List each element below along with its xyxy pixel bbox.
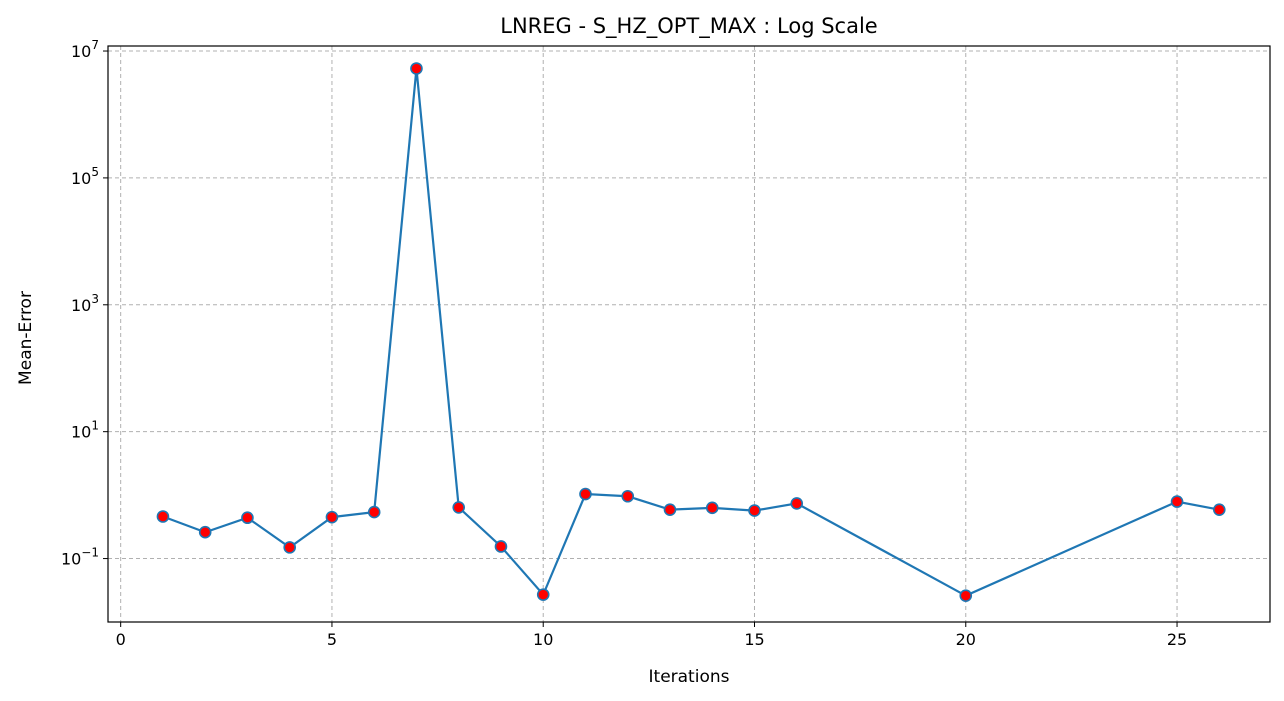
x-tick-label: 15 <box>744 630 764 649</box>
data-point <box>536 588 550 601</box>
y-tick-label: 10−1 <box>61 546 99 569</box>
x-axis-label: Iterations <box>649 667 730 687</box>
data-point <box>156 510 170 523</box>
data-point <box>959 589 973 602</box>
data-point <box>790 497 804 510</box>
y-tick-label: 107 <box>71 38 99 61</box>
data-point <box>621 489 635 503</box>
series-line <box>162 68 1220 597</box>
x-tick-label: 0 <box>116 630 126 649</box>
axes-ticks: 0 5 10 15 20 25 10−1 101 103 105 107 <box>61 38 1187 649</box>
data-point <box>663 503 677 516</box>
data-point <box>241 511 254 525</box>
x-tick-label: 10 <box>533 630 553 649</box>
data-point <box>1170 495 1184 508</box>
data-point <box>452 501 466 514</box>
y-tick-label: 105 <box>71 165 99 188</box>
data-point <box>705 501 719 515</box>
chart-title: LNREG - S_HZ_OPT_MAX : Log Scale <box>500 14 877 39</box>
data-point <box>748 504 761 517</box>
series <box>156 62 1226 602</box>
x-tick-label: 25 <box>1167 630 1187 649</box>
data-point <box>410 62 423 75</box>
data-point <box>1212 503 1226 516</box>
x-tick-label: 5 <box>327 630 337 649</box>
y-tick-label: 101 <box>71 419 99 442</box>
data-point <box>579 487 592 501</box>
x-tick-label: 20 <box>956 630 976 649</box>
plot-frame <box>107 45 1271 623</box>
grid <box>108 46 1270 622</box>
y-tick-label: 103 <box>71 292 99 315</box>
data-point <box>367 505 381 519</box>
data-point <box>325 510 339 524</box>
data-point <box>198 525 212 539</box>
y-axis-label: Mean-Error <box>16 291 36 385</box>
data-point <box>283 541 296 554</box>
data-point <box>494 540 508 553</box>
